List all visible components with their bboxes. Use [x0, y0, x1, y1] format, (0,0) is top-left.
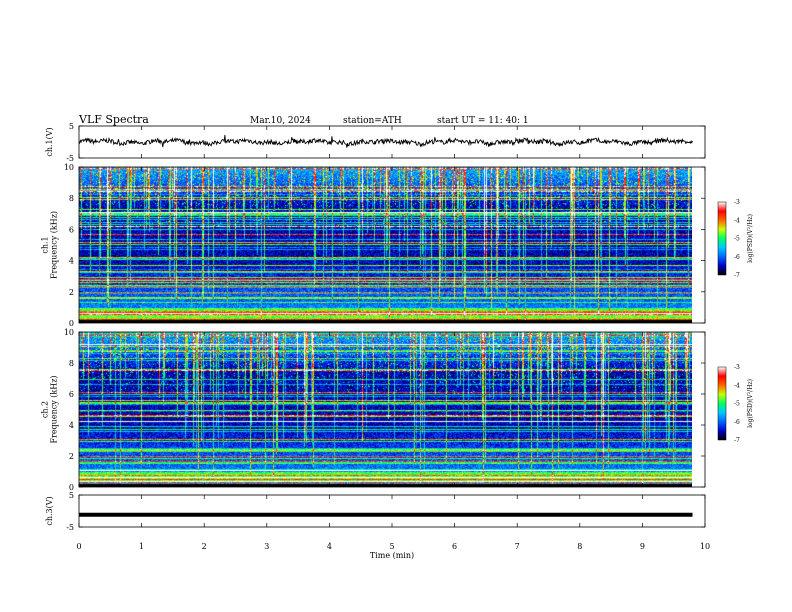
x-tick-label: 2 — [202, 542, 207, 551]
y-tick-label: 2 — [69, 288, 74, 297]
ch1-waveform-panel: 5 -5 ch.1(V) — [45, 122, 706, 163]
y-tick-label: 5 — [69, 491, 74, 500]
ch2-spectrogram-colorbar-scale — [717, 366, 727, 441]
colorbar-tick-label: -6 — [734, 254, 740, 261]
ch1-spectrogram-panel: -3 -4 -5 -6 -7 log(PSD)(V²/Hz) 0 2 4 6 8 10 ch.1 Freq… — [41, 163, 755, 328]
y-tick-label: -5 — [66, 523, 74, 532]
ch1-spectrogram-image — [79, 167, 692, 323]
colorbar-tick-label: -7 — [734, 272, 740, 279]
ch1-spectrogram-ylabel: Frequency (kHz) — [50, 211, 59, 279]
x-tick-label: 6 — [452, 542, 457, 551]
start-time-label: start UT = 11: 40: 1 — [437, 116, 529, 126]
ch3-waveform-panel: 5 -5 ch.3(V) — [45, 491, 706, 532]
y-tick-label: 10 — [64, 163, 74, 172]
y-tick-label: 10 — [64, 328, 74, 337]
ch2-spectrogram-image — [79, 332, 692, 487]
colorbar-tick-label: -3 — [734, 199, 740, 206]
colorbar-label: log(PSD)(V²/Hz) — [747, 379, 754, 428]
x-tick-label: 8 — [577, 542, 582, 551]
y-tick-label: 4 — [69, 257, 74, 266]
ch2-spectrogram-ylabel: ch.2 — [41, 401, 50, 418]
x-tick-label: 5 — [389, 542, 394, 551]
colorbar-tick-label: -4 — [734, 217, 740, 224]
time-axis: 0 1 2 3 4 5 6 7 8 9 10 Time (min) — [76, 542, 710, 560]
date-label: Mar.10, 2024 — [250, 116, 311, 126]
ch1-waveform-trace — [78, 134, 693, 148]
y-tick-label: 2 — [69, 452, 74, 461]
x-tick-label: 10 — [700, 542, 710, 551]
colorbar-tick-label: -5 — [734, 236, 740, 243]
ch1-waveform-ylabel: ch.1(V) — [45, 127, 54, 156]
y-tick-label: 8 — [69, 194, 74, 203]
y-tick-label: 8 — [69, 359, 74, 368]
ch2-spectrogram-colorbar: -3 -4 -5 -6 -7 log(PSD)(V²/Hz) — [717, 364, 754, 444]
y-tick-label: 4 — [69, 421, 74, 430]
colorbar-tick-label: -3 — [734, 364, 740, 371]
ch2-spectrogram-panel: -3 -4 -5 -6 -7 log(PSD)(V²/Hz) 0 2 4 6 8 10 ch.2 Freq… — [41, 328, 755, 492]
colorbar-tick-label: -7 — [734, 437, 740, 444]
x-tick-label: 0 — [76, 542, 81, 551]
ch3-waveform-ylabel: ch.3(V) — [45, 496, 54, 525]
x-tick-label: 9 — [640, 542, 645, 551]
y-tick-label: -5 — [66, 154, 74, 163]
x-tick-label: 3 — [264, 542, 269, 551]
y-tick-label: 5 — [69, 122, 74, 131]
x-tick-label: 1 — [139, 542, 144, 551]
y-tick-label: 6 — [69, 225, 74, 234]
y-tick-label: 0 — [69, 319, 74, 328]
x-axis-label: Time (min) — [370, 551, 414, 560]
station-label: station=ATH — [343, 116, 402, 126]
y-tick-label: 6 — [69, 390, 74, 399]
colorbar-tick-label: -6 — [734, 419, 740, 426]
colorbar-tick-label: -5 — [734, 401, 740, 408]
ch1-spectrogram-colorbar: -3 -4 -5 -6 -7 log(PSD)(V²/Hz) — [717, 199, 754, 279]
x-tick-label: 4 — [327, 542, 332, 551]
ch3-waveform-frame — [78, 494, 706, 528]
ch1-spectrogram-ylabel: ch.1 — [41, 236, 50, 253]
colorbar-tick-label: -4 — [734, 382, 740, 389]
x-tick-label: 7 — [515, 542, 520, 551]
figure-title: VLF Spectra — [78, 113, 149, 126]
ch2-spectrogram-ylabel: Frequency (kHz) — [50, 375, 59, 443]
ch1-spectrogram-colorbar-scale — [717, 201, 727, 276]
colorbar-label: log(PSD)(V²/Hz) — [747, 214, 754, 263]
panels-group: 5 -5 ch.1(V) -3 -4 -5 -6 -7 log(PSD)(V²/Hz) 0 2 4 6 8… — [41, 122, 755, 532]
y-tick-label: 0 — [69, 483, 74, 492]
